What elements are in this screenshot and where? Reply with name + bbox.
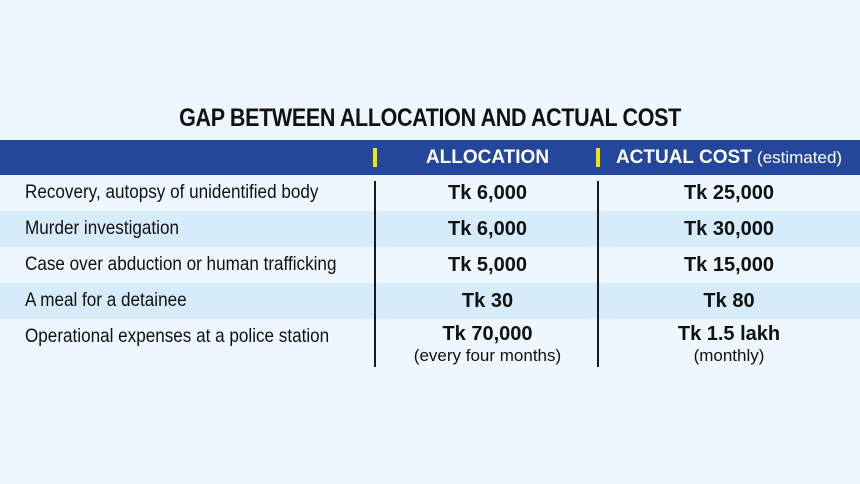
yellow-divider-mark — [373, 148, 377, 167]
allocation-cell: Tk 6,000 — [380, 175, 595, 211]
actual-cost-value: Tk 15,000 — [683, 254, 775, 276]
actual-cost-cell: Tk 1.5 lakh (monthly) — [598, 319, 860, 365]
table-header-bar: ALLOCATION ACTUAL COST (estimated) — [0, 140, 860, 175]
allocation-cell: Tk 30 — [380, 283, 595, 319]
column-header-actual-cost-note: (estimated) — [757, 148, 843, 167]
actual-cost-cell: Tk 25,000 — [598, 175, 860, 211]
allocation-value: Tk 6,000 — [448, 218, 527, 240]
table-row: Murder investigation Tk 6,000 Tk 30,000 — [0, 211, 860, 247]
column-header-allocation-label: ALLOCATION — [425, 147, 550, 168]
actual-cost-value: Tk 1.5 lakh — [677, 323, 781, 345]
column-header-actual-cost: ACTUAL COST (estimated) — [598, 140, 860, 175]
table-row: Case over abduction or human trafficking… — [0, 247, 860, 283]
table-row: Operational expenses at a police station… — [0, 319, 860, 375]
actual-cost-cell: Tk 80 — [598, 283, 860, 319]
chart-title: GAP BETWEEN ALLOCATION AND ACTUAL COST — [179, 104, 681, 132]
allocation-note: (every four months) — [413, 346, 562, 365]
row-label: Recovery, autopsy of unidentified body — [25, 182, 319, 203]
actual-cost-cell: Tk 15,000 — [598, 247, 860, 283]
table-row: Recovery, autopsy of unidentified body T… — [0, 175, 860, 211]
allocation-value: Tk 70,000 — [442, 323, 533, 345]
allocation-cell: Tk 6,000 — [380, 211, 595, 247]
row-label: Murder investigation — [25, 218, 179, 239]
allocation-cell: Tk 70,000 (every four months) — [380, 319, 595, 365]
yellow-divider-mark — [596, 148, 600, 167]
allocation-value: Tk 6,000 — [448, 182, 527, 204]
actual-cost-note: (monthly) — [693, 346, 765, 365]
table-row: A meal for a detainee Tk 30 Tk 80 — [0, 283, 860, 319]
actual-cost-cell: Tk 30,000 — [598, 211, 860, 247]
column-header-actual-cost-label: ACTUAL COST — [615, 147, 752, 168]
row-label: Case over abduction or human trafficking — [25, 254, 337, 275]
column-divider-line — [374, 181, 376, 367]
actual-cost-value: Tk 80 — [703, 290, 755, 312]
row-label: A meal for a detainee — [25, 290, 187, 311]
allocation-cell: Tk 5,000 — [380, 247, 595, 283]
actual-cost-value: Tk 25,000 — [683, 182, 775, 204]
actual-cost-value: Tk 30,000 — [683, 218, 775, 240]
allocation-value: Tk 5,000 — [448, 254, 527, 276]
column-header-allocation: ALLOCATION — [380, 140, 595, 175]
row-label: Operational expenses at a police station — [25, 326, 330, 347]
column-divider-line — [597, 181, 599, 367]
allocation-value: Tk 30 — [461, 290, 514, 312]
